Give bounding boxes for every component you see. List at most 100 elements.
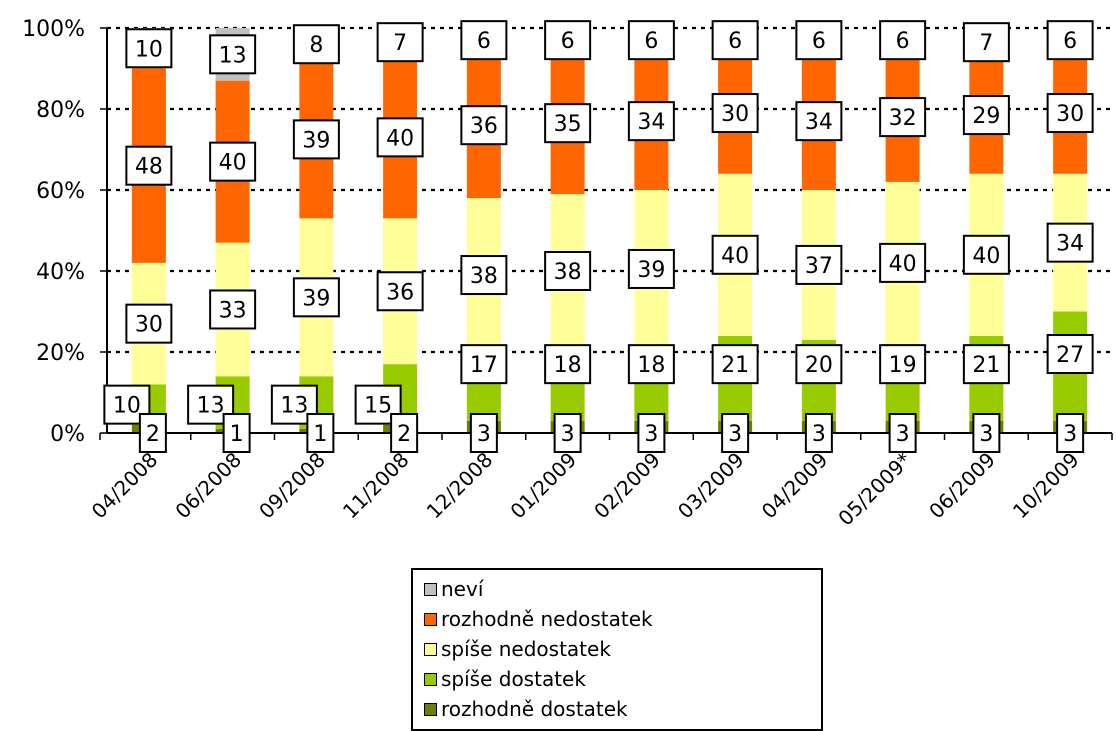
data-label-box <box>544 251 592 291</box>
data-label: 40 <box>972 244 1000 269</box>
data-label: 39 <box>302 286 330 311</box>
legend-swatch <box>424 672 437 686</box>
data-label: 3 <box>561 422 575 447</box>
data-label: 7 <box>393 31 407 56</box>
data-label: 1 <box>230 422 244 447</box>
data-label: 33 <box>219 298 247 323</box>
data-label: 6 <box>1063 29 1077 54</box>
data-label: 37 <box>805 254 833 279</box>
data-label-box <box>292 24 340 65</box>
data-label-box <box>544 103 592 144</box>
data-label-box <box>627 248 675 289</box>
data-label-box <box>627 20 675 61</box>
legend-item: rozhodně dostatek <box>424 696 628 722</box>
data-label: 3 <box>644 422 658 447</box>
bars <box>131 28 1088 433</box>
data-label-box <box>711 344 759 385</box>
data-label: 10 <box>113 394 141 419</box>
data-label: 3 <box>812 422 826 447</box>
data-label: 40 <box>889 252 917 277</box>
data-label: 36 <box>470 114 498 139</box>
data-label-box <box>879 20 927 61</box>
data-label-box <box>222 413 251 453</box>
y-tick-label: 20% <box>36 341 85 366</box>
data-label: 21 <box>972 353 1000 378</box>
data-label-box <box>125 145 173 186</box>
x-tick-label: 10/2009 <box>1008 448 1084 524</box>
data-label: 21 <box>721 353 749 378</box>
legend-swatch <box>424 702 437 716</box>
data-label-box <box>544 20 592 61</box>
data-label-box <box>711 234 759 275</box>
data-label: 35 <box>554 112 582 137</box>
data-label-box <box>962 22 1010 63</box>
legend-swatch <box>424 642 437 656</box>
data-label-box <box>795 101 843 142</box>
data-label: 30 <box>721 102 749 127</box>
data-label: 6 <box>477 29 491 54</box>
data-label: 39 <box>637 258 665 283</box>
x-tick-label: 02/2009 <box>589 448 665 524</box>
data-label: 13 <box>280 394 308 419</box>
data-label: 3 <box>477 422 491 447</box>
data-label: 6 <box>896 29 910 54</box>
data-label: 48 <box>135 155 163 180</box>
data-label: 3 <box>728 422 742 447</box>
data-label: 6 <box>561 29 575 54</box>
x-tick-label: 01/2009 <box>505 448 581 524</box>
stacked-bar-chart: 0%20%40%60%80%100%04/2008 06/2008 09/2008 1… <box>22 17 1113 531</box>
data-label: 13 <box>219 43 247 68</box>
data-label: 1 <box>313 422 327 447</box>
legend: neví rozhodně nedostatek spíše nedostatek s… <box>411 568 823 731</box>
gridlines <box>107 26 1112 354</box>
y-tick-label: 80% <box>36 98 85 123</box>
data-label: 17 <box>470 353 498 378</box>
data-label: 38 <box>554 260 582 285</box>
x-tick-label: 03/2009 <box>673 448 749 524</box>
data-label-box <box>879 97 927 138</box>
data-label-box <box>627 101 675 142</box>
data-label-box <box>209 289 257 330</box>
data-label: 20 <box>805 353 833 378</box>
data-label-box <box>306 413 335 453</box>
data-label-box <box>721 413 750 453</box>
data-label-box <box>553 413 582 453</box>
y-tick-label: 40% <box>36 260 85 285</box>
data-label: 30 <box>135 313 163 338</box>
data-label-box <box>888 413 917 453</box>
data-label-box <box>544 344 592 385</box>
data-label-box <box>376 117 424 158</box>
legend-item: spíše dostatek <box>424 666 586 692</box>
data-label: 6 <box>812 29 826 54</box>
legend-swatch <box>424 582 437 596</box>
legend-item: spíše nedostatek <box>424 636 611 662</box>
data-label-box <box>804 413 833 453</box>
data-label: 6 <box>728 29 742 54</box>
x-tick-label: 06/2008 <box>170 448 246 524</box>
x-tick-label: 11/2008 <box>338 448 414 524</box>
data-labels: 1048301021340331318393913174036152636381… <box>103 20 1094 453</box>
data-label: 40 <box>219 151 247 176</box>
data-label-box <box>879 344 927 385</box>
data-label-box <box>627 344 675 385</box>
data-label-box <box>292 119 340 160</box>
data-label: 40 <box>386 126 414 151</box>
data-label-box <box>1046 20 1094 61</box>
y-tick-label: 0% <box>50 422 85 447</box>
data-label-box <box>209 34 257 75</box>
data-label: 34 <box>805 110 833 135</box>
data-label-box <box>125 28 173 69</box>
data-label: 15 <box>364 394 392 419</box>
legend-label: rozhodně dostatek <box>441 697 628 721</box>
data-label-box <box>209 141 257 182</box>
data-label-box <box>962 344 1010 385</box>
data-label-box <box>1046 222 1094 263</box>
data-label-box <box>376 22 424 63</box>
data-label-box <box>795 344 843 385</box>
x-tick-label: 05/2009* <box>833 448 916 531</box>
data-label-box <box>972 413 1001 453</box>
data-label: 3 <box>1063 422 1077 447</box>
data-label: 2 <box>146 422 160 447</box>
data-label: 18 <box>554 353 582 378</box>
data-label-box <box>460 20 508 61</box>
